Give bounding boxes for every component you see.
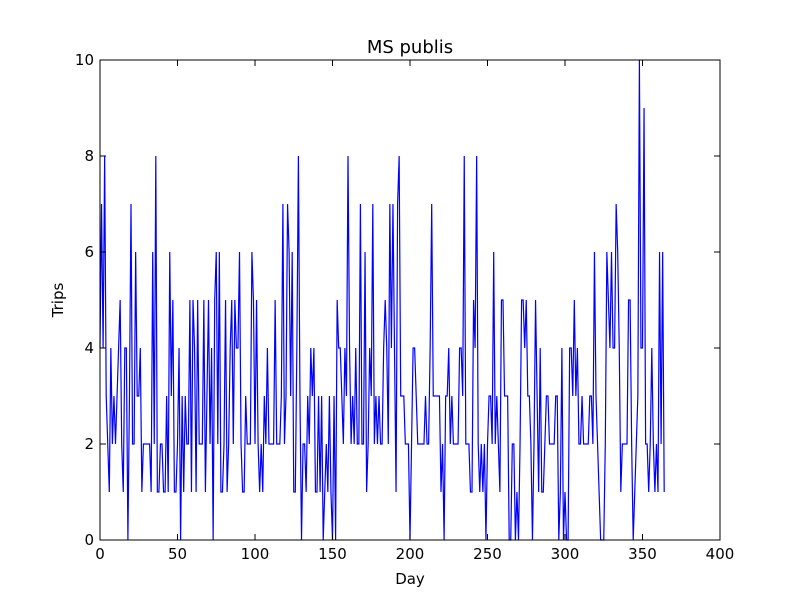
x-tick-label: 250	[473, 545, 502, 563]
x-tick-label: 300	[551, 545, 580, 563]
series-line-0	[99, 59, 665, 541]
x-tick-label: 200	[396, 545, 425, 563]
y-tick-label: 8	[84, 147, 94, 165]
y-axis-label: Trips	[49, 283, 67, 319]
y-tick-label: 2	[84, 435, 94, 453]
y-tick-label: 6	[84, 243, 94, 261]
x-tick-label: 350	[628, 545, 657, 563]
y-tick-label: 0	[84, 531, 94, 549]
ticks-layer: 0 50 100 150 200 250 300 350 400 0 2 4 6 8 10	[75, 51, 734, 563]
x-tick-label: 150	[318, 545, 347, 563]
x-tick-label: 400	[706, 545, 735, 563]
x-tick-label: 0	[95, 545, 105, 563]
y-tick-label: 10	[75, 51, 94, 69]
x-tick-label: 100	[241, 545, 270, 563]
x-axis-label: Day	[395, 570, 425, 588]
y-tick-label: 4	[84, 339, 94, 357]
plot-frame	[99, 59, 721, 541]
series-layer	[99, 59, 665, 541]
chart-title: MS publis	[367, 37, 453, 58]
x-tick-label: 50	[168, 545, 187, 563]
